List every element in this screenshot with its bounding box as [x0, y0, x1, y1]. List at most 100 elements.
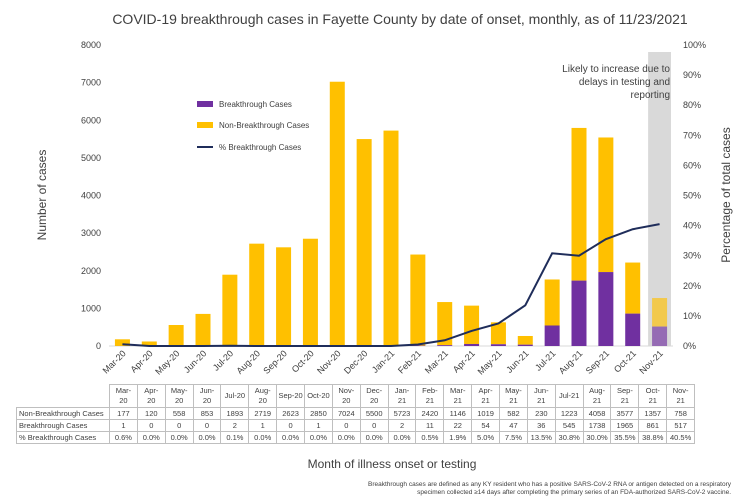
legend-swatch-breakthrough [197, 101, 213, 107]
footnote-line: specimen collected ≥14 days after comple… [417, 489, 731, 496]
x-axis-title: Month of illness onset or testing [308, 457, 477, 471]
bar-non-breakthrough [302, 238, 318, 346]
data-table-cell: 0.0% [359, 431, 389, 444]
bar-breakthrough [625, 313, 641, 346]
y2-tick-label: 30% [683, 251, 701, 261]
bar-non-breakthrough [544, 279, 560, 326]
data-table-cell: 7.5% [499, 431, 528, 444]
y2-tick-label: 10% [683, 311, 701, 321]
data-table-cell: 758 [666, 407, 696, 420]
y2-tick-label: 40% [683, 221, 701, 231]
data-table-month-header: Jul-21 [554, 384, 584, 408]
data-table-cell: 1146 [443, 407, 473, 420]
data-table-cell: 0.5% [415, 431, 445, 444]
data-table-row-label: Breakthrough Cases [16, 419, 110, 432]
data-table-cell: 54 [471, 419, 501, 432]
data-table-month-header: Mar- 20 [109, 384, 138, 408]
data-table-row-label: Non-Breakthrough Cases [16, 407, 110, 420]
data-table-cell: 1.9% [443, 431, 473, 444]
x-tick-label: Aug-20 [235, 348, 263, 376]
bar-non-breakthrough [168, 325, 184, 346]
data-table-cell: 177 [109, 407, 138, 420]
data-table-month-header: Oct- 21 [638, 384, 668, 408]
data-table-month-header: Dec- 20 [359, 384, 389, 408]
x-tick-label: Nov-21 [637, 348, 665, 376]
data-table-cell: 3577 [610, 407, 640, 420]
x-tick-label: Dec-20 [342, 348, 370, 376]
bar-non-breakthrough [625, 262, 641, 314]
data-table-cell: 47 [499, 419, 528, 432]
data-table-cell: 0.6% [109, 431, 138, 444]
data-table-body: Non-Breakthrough Cases 177 120 558 853 1893 27… [16, 407, 696, 444]
y2-tick-label: 20% [683, 281, 701, 291]
bar-breakthrough [437, 345, 453, 346]
data-table-month-header: Apr- 21 [471, 384, 501, 408]
data-table-cell: 0 [276, 419, 306, 432]
bar-non-breakthrough [276, 247, 292, 346]
annotation-text: Likely to increase due to [562, 64, 670, 75]
data-table-cell: 0.0% [304, 431, 333, 444]
y-tick-label: 3000 [81, 228, 101, 238]
bar-non-breakthrough [598, 137, 614, 273]
data-table-cell: 2 [220, 419, 250, 432]
x-tick-label: Oct-21 [612, 348, 638, 374]
data-table-cell: 0.0% [136, 431, 166, 444]
legend-label: Breakthrough Cases [219, 100, 292, 109]
x-tick-label: Sep-21 [584, 348, 612, 376]
y-tick-label: 7000 [81, 78, 101, 88]
bar-non-breakthrough [141, 341, 157, 346]
x-tick-label: Apr-20 [129, 348, 155, 374]
data-table-row: % Breakthrough Cases 0.6% 0.0% 0.0% 0.0% 0.1%… [16, 431, 696, 444]
data-table-corner [17, 385, 110, 408]
data-table-cell: 582 [499, 407, 528, 420]
data-table-month-header: Jun- 20 [192, 384, 222, 408]
footnote-line: Breakthrough cases are defined as any KY… [367, 481, 731, 488]
x-tick-label: Oct-20 [290, 348, 316, 374]
data-table-cell: 558 [164, 407, 194, 420]
data-table-month-header: Mar- 21 [443, 384, 473, 408]
x-tick-label: May-21 [476, 348, 504, 376]
data-table: Mar- 20 Apr- 20 May- 20 Jun- 20 Jul-20 Aug- 2… [16, 384, 696, 444]
y-tick-label: 8000 [81, 40, 101, 50]
data-table-cell: 1893 [220, 407, 250, 420]
data-table-cell: 0.1% [220, 431, 250, 444]
y-axis-title: Number of cases [35, 150, 49, 241]
data-table-cell: 1357 [638, 407, 668, 420]
data-table-cell: 30.8% [554, 431, 584, 444]
data-table-cell: 0 [359, 419, 389, 432]
bar-non-breakthrough [195, 313, 211, 346]
data-table-cell: 1738 [582, 419, 612, 432]
bar-breakthrough [598, 272, 614, 346]
bar-breakthrough [517, 344, 533, 346]
data-table-cell: 5.0% [471, 431, 501, 444]
data-table-month-header: Feb- 21 [415, 384, 445, 408]
y-tick-label: 4000 [81, 191, 101, 201]
chart-title: COVID-19 breakthrough cases in Fayette C… [112, 11, 688, 27]
data-table-cell: 853 [192, 407, 222, 420]
bar-non-breakthrough [437, 302, 453, 346]
y2-tick-label: 0% [683, 341, 696, 351]
data-table-cell: 1019 [471, 407, 501, 420]
y-tick-label: 6000 [81, 115, 101, 125]
y2-tick-label: 60% [683, 160, 701, 170]
bar-non-breakthrough [356, 139, 372, 346]
data-table-month-header: May- 21 [499, 384, 528, 408]
x-tick-label: Mar-21 [423, 348, 450, 375]
data-table-cell: 1223 [554, 407, 584, 420]
data-table-cell: 0 [164, 419, 194, 432]
data-table-cell: 0.0% [276, 431, 306, 444]
data-table-cell: 5500 [359, 407, 389, 420]
y2-axis-title: Percentage of total cases [719, 127, 733, 262]
shaded-overlay [648, 52, 671, 346]
data-table-cell: 30.0% [582, 431, 612, 444]
bar-non-breakthrough [652, 298, 668, 327]
x-tick-label: Mar-20 [101, 348, 128, 375]
bar-breakthrough [464, 343, 480, 346]
x-tick-label: Apr-21 [451, 348, 477, 374]
data-table-month-header: Jul-20 [220, 384, 250, 408]
data-table-cell: 861 [638, 419, 668, 432]
legend-label: Non-Breakthrough Cases [219, 121, 309, 130]
bar-non-breakthrough [249, 243, 265, 346]
data-table-month-header: Aug- 21 [582, 384, 612, 408]
data-table-month-header: Nov- 21 [666, 384, 696, 408]
